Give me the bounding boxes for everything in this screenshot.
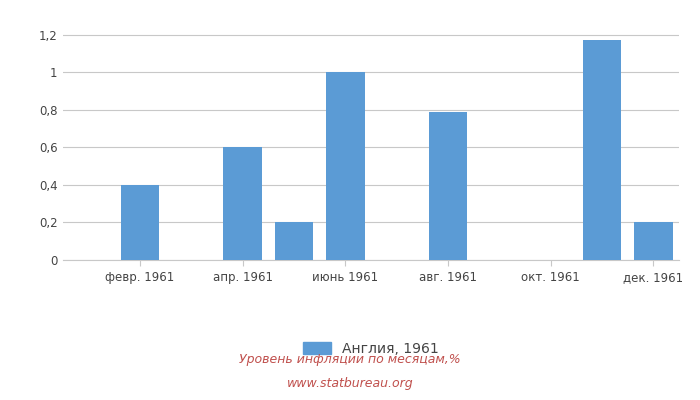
Text: www.statbureau.org: www.statbureau.org (287, 378, 413, 390)
Bar (428, 112, 468, 260)
Bar (582, 40, 622, 260)
Bar (274, 222, 314, 260)
Bar (326, 72, 365, 260)
Bar (223, 147, 262, 260)
Bar (120, 185, 160, 260)
Legend: Англия, 1961: Англия, 1961 (298, 336, 444, 362)
Bar (634, 222, 673, 260)
Text: Уровень инфляции по месяцам,%: Уровень инфляции по месяцам,% (239, 354, 461, 366)
